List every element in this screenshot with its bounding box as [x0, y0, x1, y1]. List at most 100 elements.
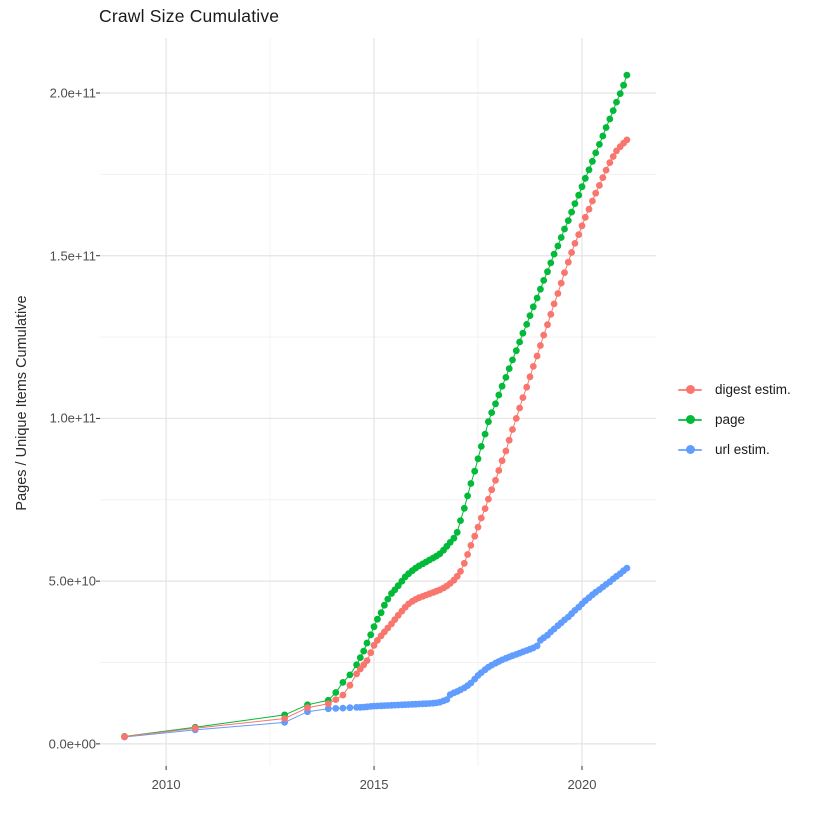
data-point: [457, 517, 464, 524]
data-point: [457, 568, 464, 575]
data-point: [339, 679, 347, 686]
data-point: [540, 331, 548, 339]
series-points-digest-estim-: [121, 136, 631, 741]
y-tick-label: 5.0e+10: [48, 573, 96, 589]
data-point: [599, 132, 607, 140]
data-point: [121, 733, 128, 741]
data-point: [564, 217, 572, 225]
data-point: [602, 124, 610, 131]
data-point: [599, 174, 607, 182]
data-point: [589, 157, 596, 165]
data-point: [554, 290, 562, 297]
data-point: [367, 631, 375, 639]
data-point: [519, 329, 527, 337]
data-point: [537, 285, 544, 293]
data-point: [509, 426, 516, 433]
legend-key-page-icon: [678, 412, 702, 428]
data-point: [502, 374, 510, 381]
y-axis-title: Pages / Unique Items Cumulative: [14, 295, 30, 511]
data-point: [453, 572, 461, 580]
data-point: [324, 700, 332, 708]
data-point: [492, 476, 499, 484]
data-point: [370, 623, 378, 631]
data-point: [464, 551, 471, 558]
data-point: [554, 242, 562, 250]
data-point: [533, 294, 541, 302]
data-point: [533, 352, 541, 360]
data-point: [589, 197, 596, 205]
data-point: [592, 189, 600, 197]
data-point: [367, 649, 375, 657]
data-point: [374, 637, 381, 644]
series-line-url-estim-: [124, 567, 628, 738]
data-point: [498, 457, 506, 465]
legend-key-url-icon: [678, 442, 702, 458]
data-point: [474, 523, 482, 531]
data-point: [360, 647, 368, 655]
data-point: [356, 654, 364, 661]
data-point: [568, 249, 575, 256]
data-point: [606, 115, 614, 123]
legend-label-page: page: [715, 412, 746, 427]
data-point: [512, 415, 520, 422]
data-point: [523, 383, 531, 391]
data-point: [363, 657, 371, 664]
legend-label-digest-estim: digest estim.: [715, 382, 791, 397]
legend-item-page: page: [678, 409, 791, 430]
data-point: [620, 81, 627, 89]
data-point: [533, 642, 541, 650]
data-point: [578, 222, 586, 230]
data-point: [526, 312, 534, 319]
data-point: [488, 409, 496, 416]
data-point: [346, 681, 354, 689]
data-point: [526, 373, 534, 381]
data-point: [485, 495, 492, 503]
data-point: [561, 225, 568, 233]
data-point: [609, 107, 617, 114]
data-point: [353, 670, 360, 678]
legend-key-digest-icon: [678, 382, 702, 398]
data-point: [523, 321, 531, 328]
data-point: [460, 559, 468, 567]
legend-item-digest-estim: digest estim.: [678, 379, 791, 400]
data-point: [324, 705, 332, 713]
x-tick-label: 2010: [151, 777, 181, 792]
data-point: [557, 279, 565, 287]
data-point: [575, 191, 583, 199]
series-points-url-estim-: [121, 564, 631, 741]
data-point: [394, 582, 402, 590]
data-point: [477, 443, 485, 450]
data-point: [339, 704, 347, 712]
series-points-page: [121, 71, 631, 740]
data-point: [613, 98, 620, 106]
legend-label-url-estim: url estim.: [715, 442, 770, 457]
data-point: [592, 149, 600, 157]
data-point: [516, 338, 523, 346]
data-point: [581, 213, 589, 221]
data-point: [377, 609, 385, 617]
data-point: [512, 347, 520, 355]
data-point: [477, 514, 485, 522]
data-point: [281, 715, 288, 722]
data-point: [581, 174, 589, 182]
data-point: [537, 342, 544, 349]
data-point: [374, 615, 381, 623]
data-point: [623, 136, 631, 144]
x-tick-label: 2015: [359, 777, 389, 792]
data-point: [304, 704, 311, 712]
data-point: [571, 240, 579, 247]
data-point: [443, 696, 451, 703]
y-tick-label: 1.0e+11: [49, 410, 96, 426]
data-point: [529, 363, 537, 370]
data-point: [623, 71, 631, 79]
data-point: [495, 467, 503, 474]
data-point: [519, 394, 527, 401]
data-point: [384, 595, 392, 603]
data-point: [585, 205, 593, 213]
data-point: [540, 277, 548, 284]
data-point: [502, 447, 510, 455]
data-point: [609, 153, 617, 160]
data-point: [509, 356, 516, 364]
legend-item-url-estim: url estim.: [678, 439, 791, 460]
data-point: [498, 382, 506, 390]
